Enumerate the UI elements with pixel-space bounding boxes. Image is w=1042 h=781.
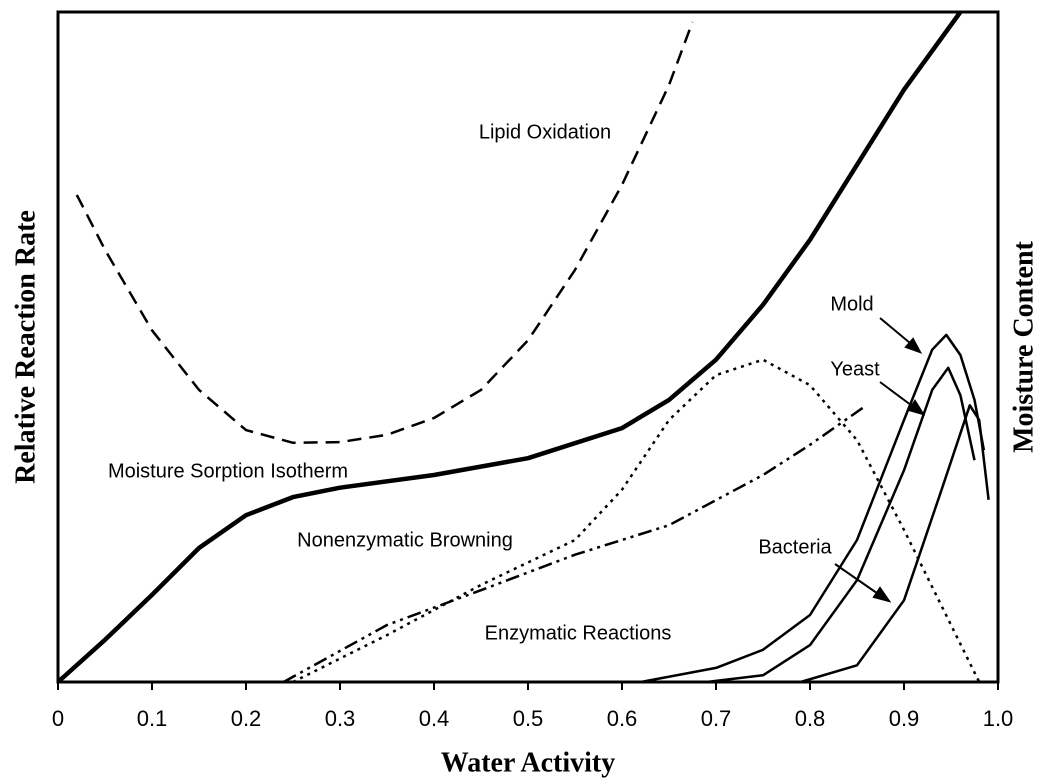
- series-label: Lipid Oxidation: [479, 121, 611, 143]
- x-tick-label: 0.2: [231, 706, 262, 731]
- series-label: Moisture Sorption Isotherm: [108, 460, 348, 482]
- series-label: Mold: [830, 293, 873, 315]
- x-tick-label: 0.7: [701, 706, 732, 731]
- arrow-head: [904, 337, 923, 354]
- x-tick-label: 1.0: [983, 706, 1014, 731]
- series-label: Bacteria: [758, 536, 832, 558]
- series-line: [282, 404, 868, 684]
- series-line: [640, 333, 986, 684]
- series-line: [706, 366, 976, 684]
- series-line: [56, 10, 963, 684]
- arrow-head: [872, 586, 892, 603]
- x-axis-title: Water Activity: [441, 747, 615, 778]
- x-tick-label: 0.5: [513, 706, 544, 731]
- x-tick-label: 0.3: [325, 706, 356, 731]
- x-tick-label: 0.6: [607, 706, 638, 731]
- series-label: Yeast: [830, 358, 880, 380]
- x-tick-label: 0.9: [889, 706, 920, 731]
- x-tick-label: 0: [52, 706, 64, 731]
- series-line: [292, 358, 981, 684]
- x-tick-label: 0.1: [137, 706, 168, 731]
- series-line: [75, 21, 694, 445]
- series-label: Nonenzymatic Browning: [297, 529, 513, 551]
- arrows: [834, 317, 926, 603]
- y2-axis-title: Moisture Content: [1008, 240, 1039, 452]
- x-tick-label: 0.4: [419, 706, 450, 731]
- arrow-head: [907, 399, 926, 416]
- series-line: [800, 404, 990, 684]
- series-label: Enzymatic Reactions: [485, 622, 672, 644]
- y-axis-title: Relative Reaction Rate: [10, 210, 41, 484]
- arrow: [834, 563, 885, 599]
- x-tick-label: 0.8: [795, 706, 826, 731]
